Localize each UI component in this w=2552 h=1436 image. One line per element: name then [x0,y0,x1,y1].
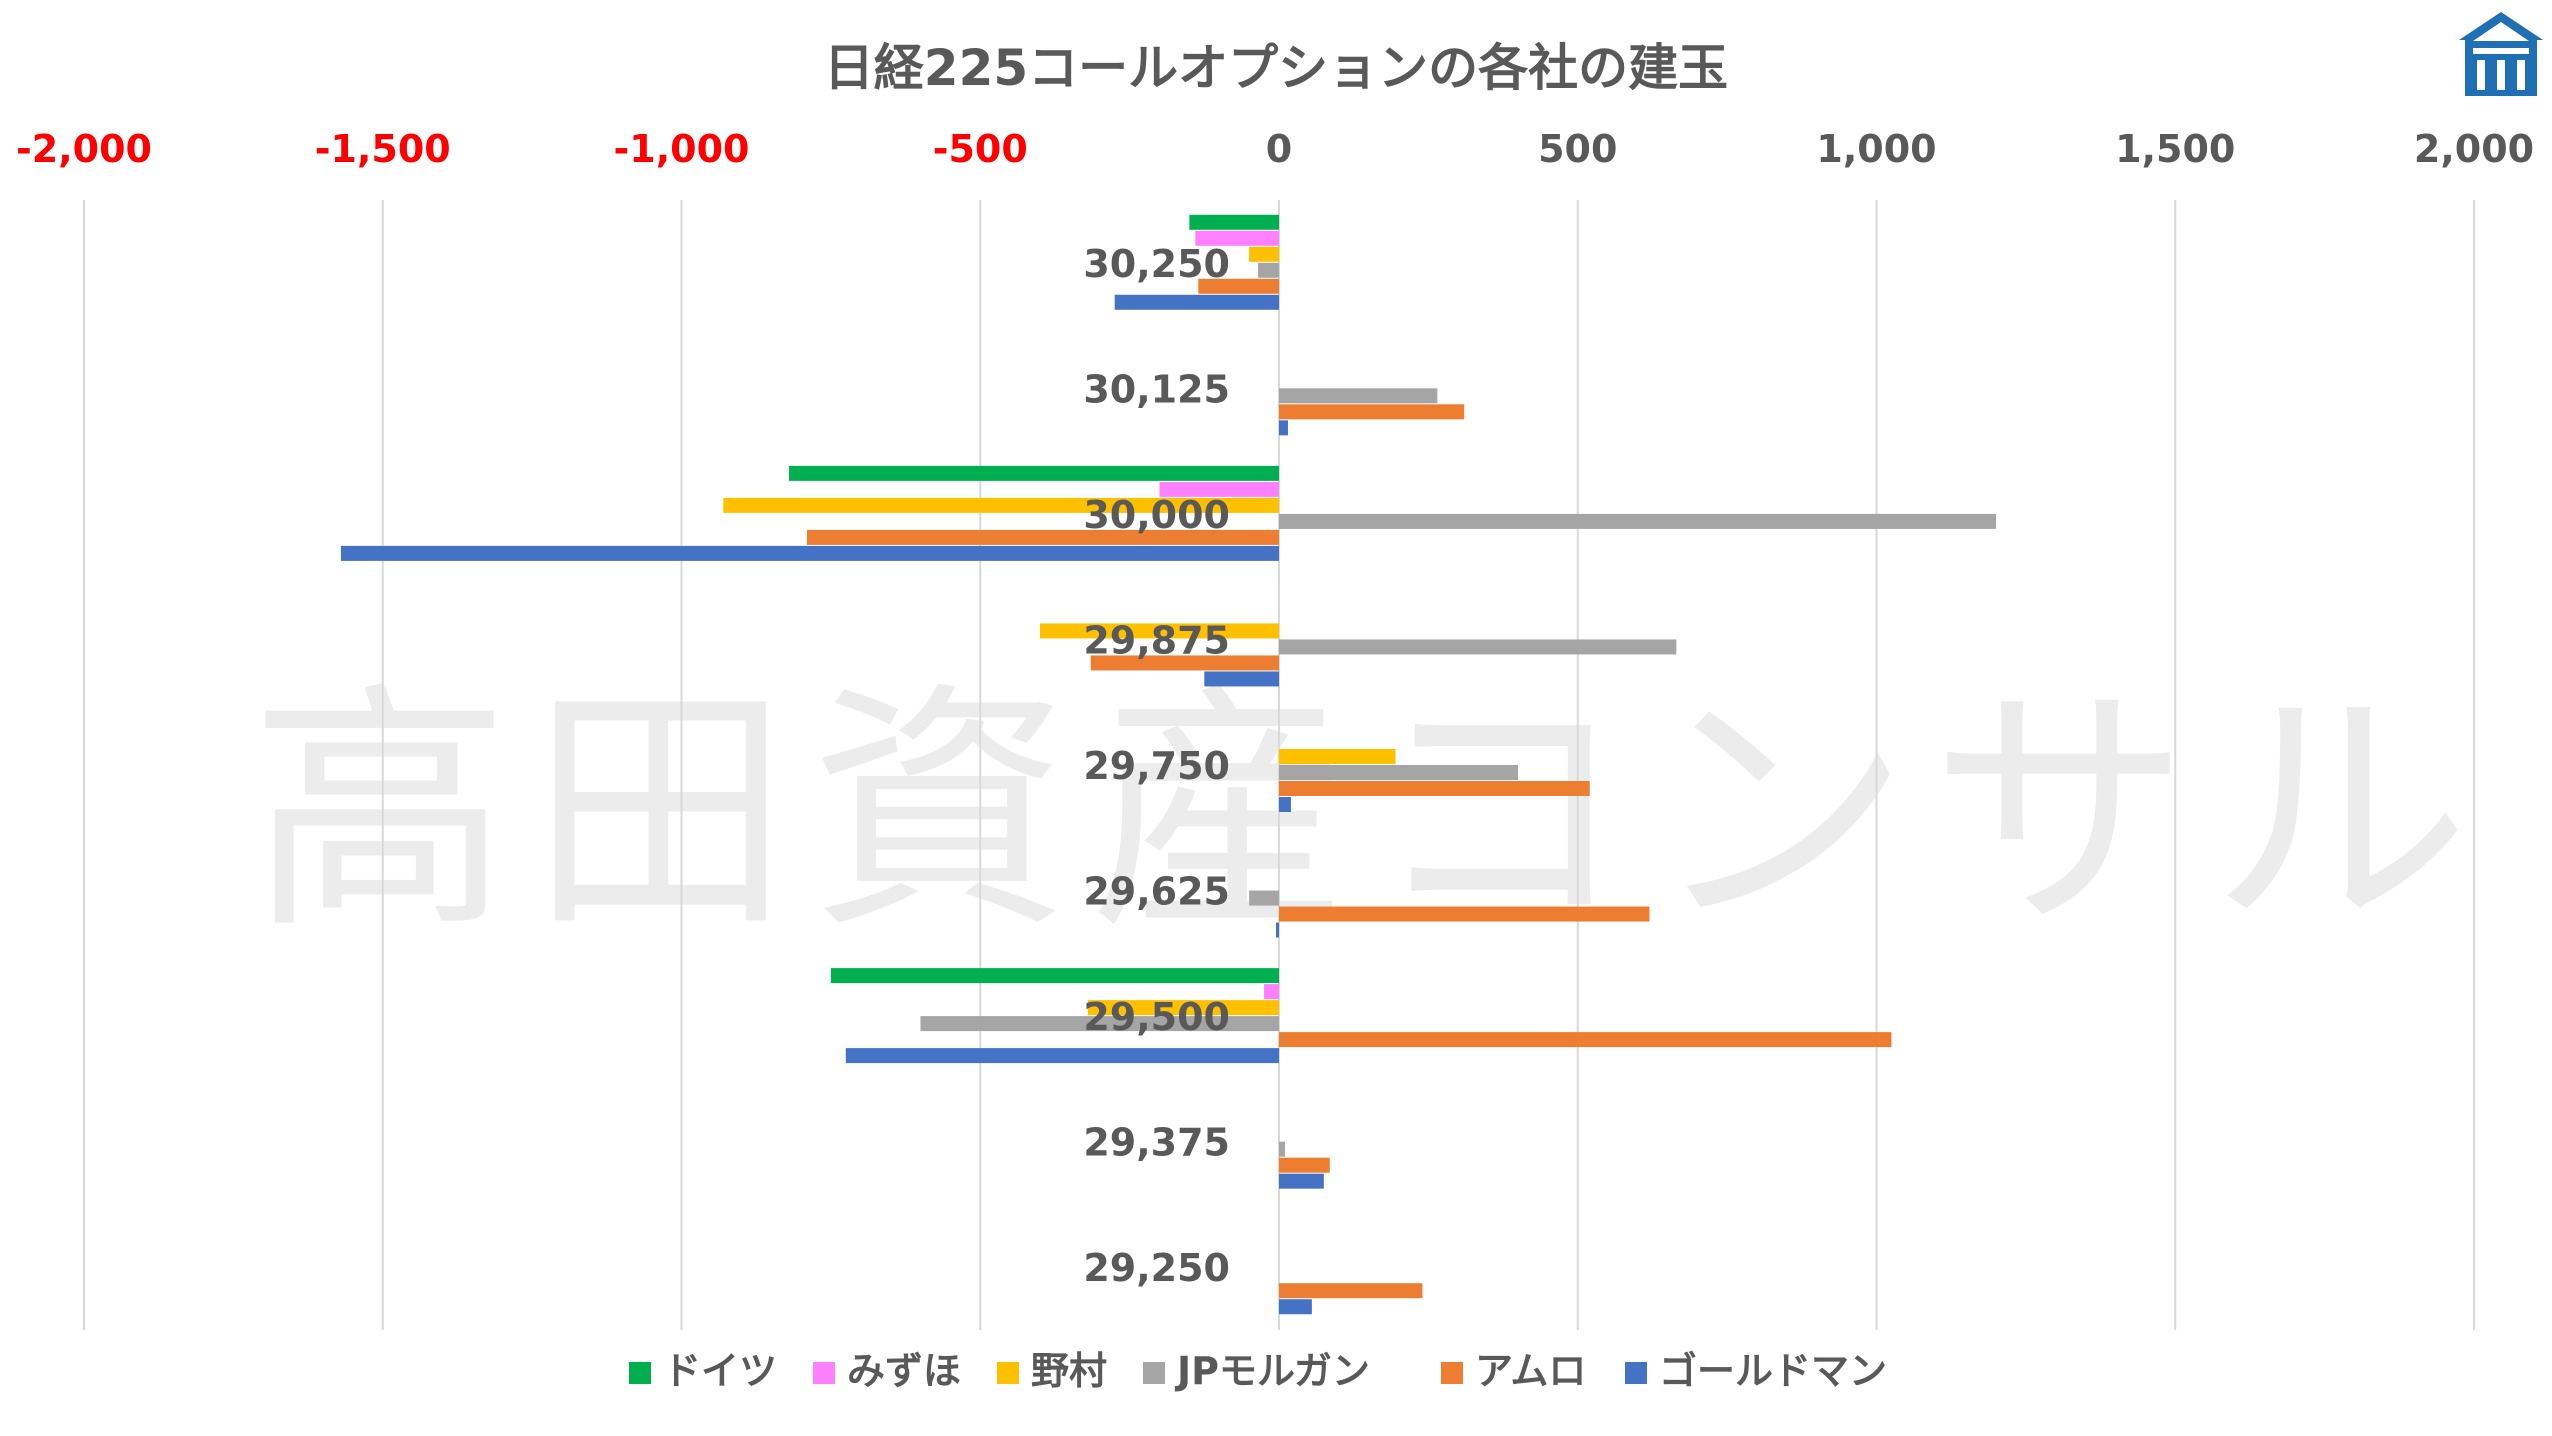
bar [1279,639,1677,655]
category-label: 29,875 [1083,618,1230,662]
bar [830,968,1279,984]
x-tick-labels: -2,000 -1,500 -1,000 -500 0 500 1,000 1,500 2,00… [16,127,2534,171]
bar [1279,749,1396,764]
bar [1264,984,1279,1000]
legend-label: みずほ [847,1349,961,1393]
bar [1279,1032,1892,1048]
category-label: 30,250 [1083,242,1230,286]
category-labels: 30,250 30,125 30,000 29,875 29,750 29,625 29,5… [1083,242,1230,1290]
legend-label: JPモルガン [1174,1349,1370,1393]
x-tick-label: 1,500 [2115,127,2235,171]
category-label: 29,625 [1083,870,1230,914]
legend-swatch [1441,1362,1463,1384]
legend-swatch [813,1362,835,1384]
bar [1258,262,1279,278]
legend-swatch [1143,1362,1165,1384]
bar [1249,246,1279,262]
bar [1276,922,1279,938]
bar [920,1016,1279,1032]
bar [723,497,1279,513]
category-label: 29,500 [1083,995,1230,1039]
x-tick-label: -2,000 [16,127,152,171]
x-tick-label: 0 [1266,127,1292,171]
bar [1114,294,1279,310]
bar [806,529,1279,545]
bar [1159,481,1279,497]
category-label: 30,000 [1083,493,1230,537]
bar [1204,671,1279,687]
bar [1040,623,1279,639]
legend-label: ドイツ [663,1349,777,1393]
x-tick-label: -1,000 [614,127,750,171]
category-label: 29,750 [1083,744,1230,788]
bar [1279,1157,1330,1173]
category-label: 29,375 [1083,1121,1230,1165]
bar [1087,1000,1279,1016]
x-tick-label: 2,000 [2414,127,2534,171]
bar [1279,1299,1312,1315]
bar [1195,230,1279,246]
bar [1279,513,1996,529]
legend-label: 野村 [1031,1349,1107,1393]
bar [1189,214,1279,230]
legend-swatch [997,1362,1019,1384]
bar [1279,1173,1324,1189]
logo-icon [2459,12,2543,96]
x-tick-label: -1,500 [315,127,451,171]
category-label: 30,125 [1083,367,1230,411]
gridlines [83,200,2475,1330]
bar [789,465,1279,481]
x-tick-label: 500 [1538,127,1617,171]
legend: ドイツ みずほ 野村 JPモルガン アムロ ゴールドマン [629,1349,1887,1393]
legend-swatch [1625,1362,1647,1384]
bar [1279,781,1590,796]
x-tick-label: -500 [933,127,1028,171]
bar [1279,1141,1285,1157]
bar [1198,278,1279,294]
bar [1249,890,1279,906]
category-label: 29,250 [1083,1246,1230,1290]
legend-label: ゴールドマン [1659,1349,1887,1393]
bar [1279,1283,1423,1299]
bar [1279,906,1650,922]
bar [1279,797,1291,812]
bar [1090,655,1279,671]
bar [1279,420,1288,436]
bar [845,1048,1279,1064]
bars [340,214,1996,1315]
chart-title: 日経225コールオプションの各社の建玉 [823,39,1729,97]
legend-label: アムロ [1475,1349,1586,1393]
bar [1279,765,1518,780]
bar [1279,388,1438,404]
legend-swatch [629,1362,651,1384]
bar [1279,404,1465,420]
bar [340,545,1279,561]
x-tick-label: 1,000 [1816,127,1936,171]
